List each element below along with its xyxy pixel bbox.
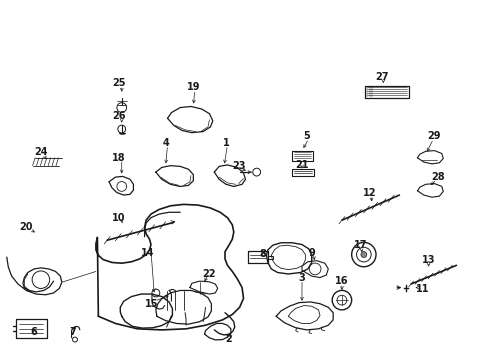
Text: 16: 16: [334, 276, 348, 286]
Text: 18: 18: [112, 153, 125, 163]
Text: 25: 25: [112, 78, 125, 88]
Text: 4: 4: [162, 138, 169, 148]
Text: 23: 23: [231, 161, 245, 171]
Text: 9: 9: [308, 248, 314, 258]
Circle shape: [118, 125, 125, 133]
Text: 20: 20: [20, 222, 33, 232]
Text: 2: 2: [225, 334, 232, 344]
Text: 24: 24: [34, 147, 47, 157]
Text: 15: 15: [145, 299, 159, 309]
Text: 17: 17: [353, 240, 366, 250]
Text: 19: 19: [186, 82, 200, 93]
Text: 10: 10: [112, 213, 125, 223]
Text: 14: 14: [141, 248, 155, 258]
Text: 29: 29: [426, 131, 439, 141]
Text: 8: 8: [259, 249, 266, 259]
Text: 3: 3: [298, 273, 305, 283]
Text: 27: 27: [374, 72, 388, 82]
Text: 28: 28: [431, 172, 444, 182]
Text: 11: 11: [415, 284, 428, 294]
Text: 21: 21: [295, 160, 308, 170]
Text: 12: 12: [363, 188, 376, 198]
Text: 22: 22: [202, 269, 216, 279]
Text: 26: 26: [112, 111, 125, 121]
Text: 1: 1: [222, 138, 229, 148]
Circle shape: [360, 252, 366, 257]
Text: 5: 5: [303, 131, 309, 141]
Text: 13: 13: [421, 255, 434, 265]
Text: 7: 7: [69, 327, 76, 337]
Text: 6: 6: [31, 327, 38, 337]
